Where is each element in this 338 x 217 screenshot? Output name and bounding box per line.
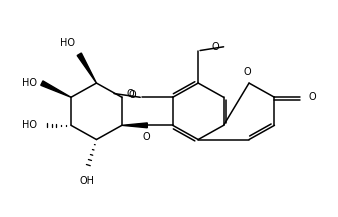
- Polygon shape: [41, 81, 71, 97]
- Polygon shape: [77, 53, 96, 83]
- Text: HO: HO: [22, 120, 37, 130]
- Text: OH: OH: [79, 176, 94, 186]
- Text: O: O: [143, 132, 150, 142]
- Polygon shape: [122, 123, 147, 128]
- Text: O: O: [211, 42, 219, 52]
- Text: O: O: [308, 92, 316, 102]
- Text: HO: HO: [60, 38, 75, 48]
- Text: O: O: [126, 89, 134, 99]
- Text: O: O: [244, 67, 251, 77]
- Text: HO: HO: [22, 78, 37, 88]
- Text: O: O: [128, 90, 136, 100]
